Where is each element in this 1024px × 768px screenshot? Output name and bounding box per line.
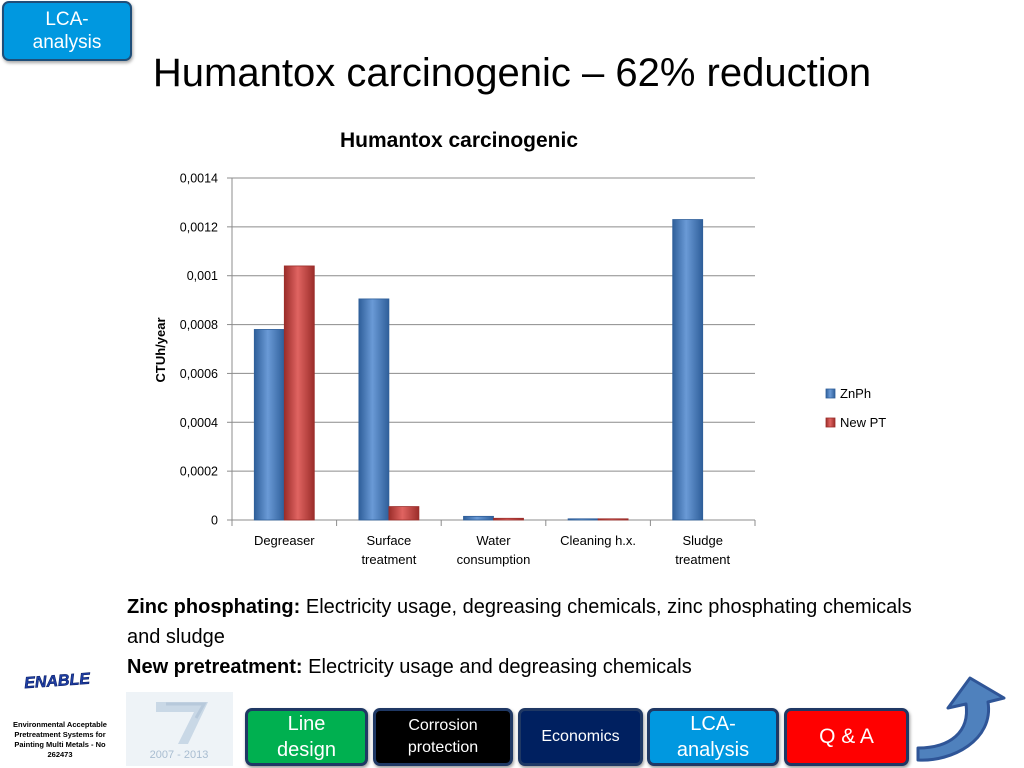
chart-legend: ZnPh New PT <box>825 386 886 430</box>
x-tick-label: treatment <box>361 552 416 567</box>
economics-label: Economics <box>541 728 620 745</box>
qa-label: Q & A <box>819 725 874 748</box>
legend-label: New PT <box>840 415 886 430</box>
x-tick-label: Water <box>476 533 511 548</box>
y-axis-label: CTUh/year <box>153 317 168 382</box>
y-tick-label: 0,0006 <box>180 367 218 381</box>
new-pretreatment-text: Electricity usage and degreasing chemica… <box>302 656 692 678</box>
zinc-phosphating-line: Zinc phosphating: Electricity usage, deg… <box>127 592 947 652</box>
legend-label: ZnPh <box>840 386 871 401</box>
badge-line2: analysis <box>32 32 102 53</box>
zinc-phosphating-text: Electricity usage, degreasing chemicals,… <box>127 596 912 648</box>
bar-new-pt <box>283 265 315 521</box>
bar-znph <box>672 219 704 521</box>
line-design-label-2: design <box>277 739 336 761</box>
line-design-label-1: Line <box>287 713 326 735</box>
legend-swatch <box>825 388 836 399</box>
badge-line1: LCA- <box>45 9 89 30</box>
enable-logo-text: ENABLE <box>24 671 92 693</box>
bar-chart: Humantox carcinogenic 0 0,0002 0,0004 0,000… <box>153 129 886 567</box>
y-tick-label: 0,0004 <box>180 416 218 430</box>
y-tick-label: 0,0008 <box>180 318 218 332</box>
bar-new-pt <box>493 517 524 521</box>
lca-analysis-button[interactable]: LCA- analysis <box>647 708 779 766</box>
corrosion-label-1: Corrosion <box>408 717 478 734</box>
legend-swatch <box>825 417 836 428</box>
bar-znph <box>567 518 599 521</box>
y-tick-label: 0,0002 <box>180 465 218 479</box>
x-tick-label: consumption <box>457 552 531 567</box>
slide-title: Humantox carcinogenic – 62% reduction <box>152 51 872 95</box>
x-tick-label: Sludge <box>682 533 722 548</box>
bar-znph <box>253 329 285 521</box>
new-pretreatment-label: New pretreatment: <box>127 656 303 678</box>
chart-title: Humantox carcinogenic <box>340 129 578 152</box>
zinc-phosphating-label: Zinc phosphating: <box>127 596 301 618</box>
x-tick-label: Surface <box>366 533 411 548</box>
corrosion-label-2: protection <box>407 739 479 756</box>
bar-znph <box>463 515 494 521</box>
corrosion-protection-button[interactable]: Corrosion protection <box>373 708 513 766</box>
new-pretreatment-line: New pretreatment: Electricity usage and … <box>127 652 947 682</box>
qa-button[interactable]: Q & A <box>784 708 909 766</box>
lca-button-label-2: analysis <box>676 739 750 761</box>
lca-analysis-badge: LCA- analysis <box>2 1 132 61</box>
bar-new-pt <box>597 518 629 521</box>
economics-button[interactable]: Economics <box>518 708 643 766</box>
x-tick-label: Degreaser <box>254 533 315 548</box>
x-tick-label: treatment <box>675 552 730 567</box>
y-tick-label: 0 <box>211 514 218 528</box>
footer-org-text: Environmental Acceptable Pretreatment Sy… <box>13 720 107 759</box>
line-design-button[interactable]: Line design <box>245 708 368 766</box>
y-tick-label: 0,001 <box>187 269 218 283</box>
lca-button-label-1: LCA- <box>690 713 736 735</box>
y-tick-label: 0,0014 <box>180 172 218 186</box>
x-tick-label: Cleaning h.x. <box>560 533 636 548</box>
bar-znph <box>358 298 390 521</box>
bar-new-pt <box>388 506 420 521</box>
back-arrow-icon[interactable] <box>912 676 1024 766</box>
bullet-text: Zinc phosphating: Electricity usage, deg… <box>127 592 947 682</box>
y-tick-label: 0,0012 <box>180 220 218 234</box>
fp7-logo: 2007 - 2013 <box>126 692 233 766</box>
fp7-years: 2007 - 2013 <box>150 749 209 761</box>
enable-logo: ENABLE <box>23 670 92 693</box>
